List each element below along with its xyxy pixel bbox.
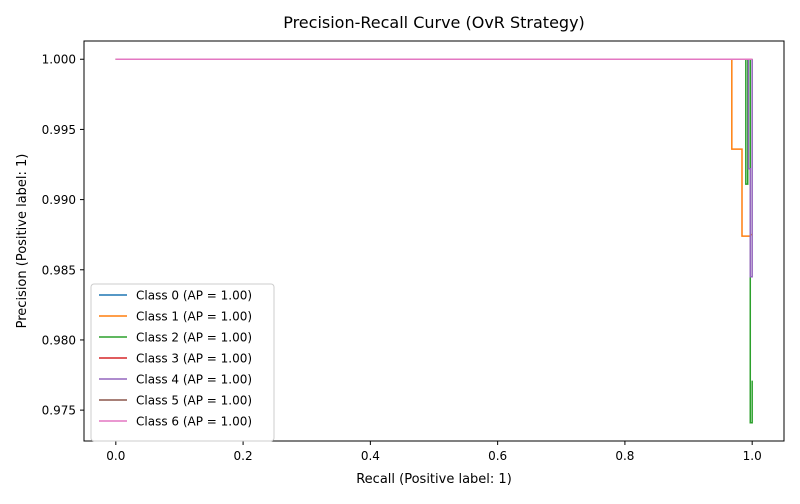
x-tick-label: 0.2	[234, 449, 253, 463]
y-tick-label: 0.985	[42, 263, 76, 277]
legend: Class 0 (AP = 1.00) Class 1 (AP = 1.00) Cl…	[90, 283, 275, 442]
series-group	[115, 58, 753, 424]
plot-area	[115, 58, 753, 424]
chart-title: Precision-Recall Curve (OvR Strategy)	[283, 13, 585, 32]
y-tick-label: 0.990	[42, 193, 76, 207]
legend-entry-label: Class 6 (AP = 1.00)	[136, 415, 252, 429]
x-tick-label: 0.6	[488, 449, 507, 463]
legend-entry-label: Class 1 (AP = 1.00)	[136, 310, 252, 324]
x-tick-label: 0.8	[615, 449, 634, 463]
y-tick-label: 0.975	[42, 404, 76, 418]
y-axis-label: Precision (Positive label: 1)	[15, 154, 30, 329]
legend-entry-label: Class 5 (AP = 1.00)	[136, 394, 252, 408]
y-tick-label: 0.980	[42, 333, 76, 347]
x-tick-label: 1.0	[743, 449, 762, 463]
legend-entry-label: Class 3 (AP = 1.00)	[136, 352, 252, 366]
x-axis: 0.0 0.2 0.4 0.6 0.8 1.0	[106, 441, 762, 463]
legend-entry-label: Class 0 (AP = 1.00)	[136, 289, 252, 303]
x-axis-label: Recall (Positive label: 1)	[356, 472, 512, 487]
legend-box	[90, 283, 275, 442]
legend-entry-label: Class 4 (AP = 1.00)	[136, 373, 252, 387]
y-tick-label: 1.000	[42, 53, 76, 67]
y-axis: 0.975 0.980 0.985 0.990 0.995 1.000	[42, 53, 84, 418]
y-tick-label: 0.995	[42, 123, 76, 137]
x-tick-label: 0.0	[106, 449, 125, 463]
legend-entry-label: Class 2 (AP = 1.00)	[136, 331, 252, 345]
x-tick-label: 0.4	[361, 449, 380, 463]
axes-frame	[83, 40, 785, 442]
